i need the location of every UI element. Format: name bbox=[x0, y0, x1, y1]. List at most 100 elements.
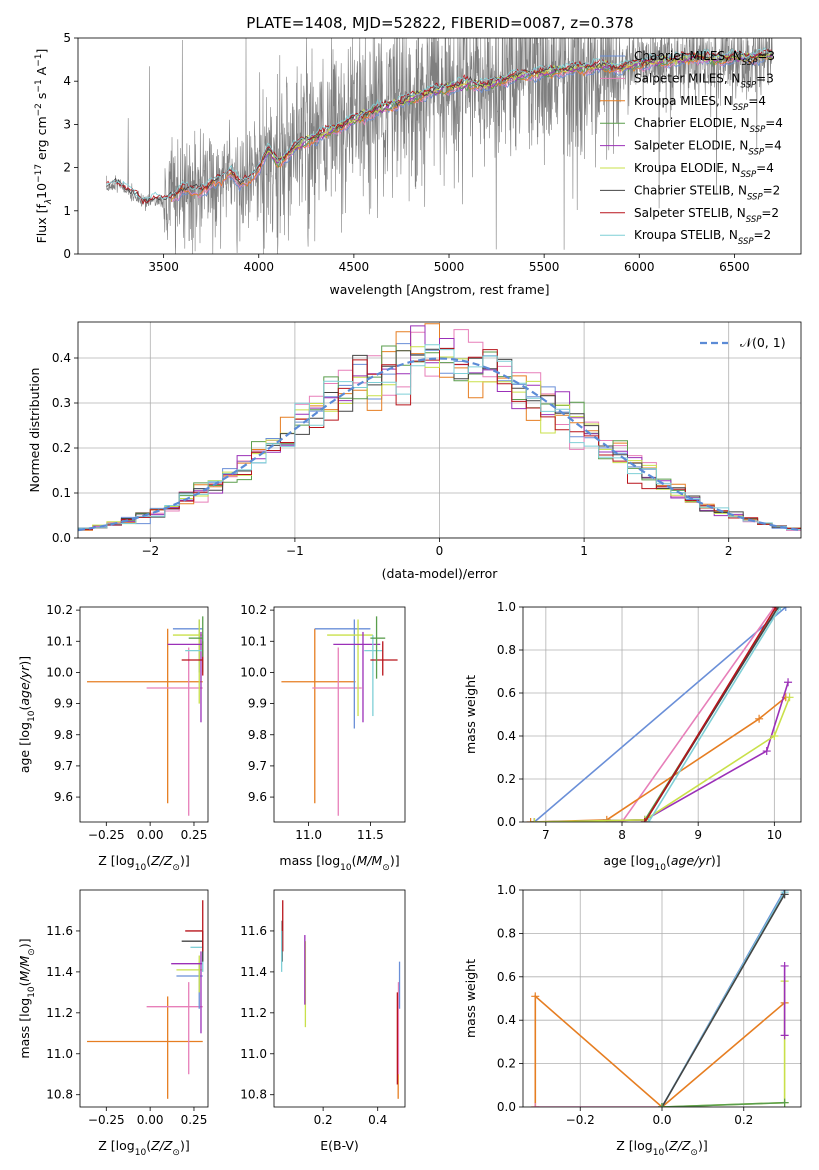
x-tick-label: 6000 bbox=[624, 260, 655, 274]
legend-sub: SSP bbox=[747, 192, 763, 202]
marker-kroupa_elodie bbox=[530, 818, 539, 822]
hist-kroupa_elodie bbox=[78, 346, 801, 530]
x-tick-label: −2 bbox=[141, 544, 159, 558]
legend-entry: Salpeter MILES, NSSP=3 bbox=[634, 71, 774, 90]
y-tick-label: 0.4 bbox=[497, 729, 516, 743]
legend-sub: SSP bbox=[741, 170, 757, 180]
panel-age_vs_Z: −0.25 0.00 0.25 9.6 9.7 9.8 9.9 10.0 10.1 10.2 Z [… bbox=[17, 603, 209, 873]
y-tick-label: 0.4 bbox=[497, 1013, 516, 1027]
label-part: ⊙ bbox=[382, 863, 390, 873]
legend-entry: Kroupa ELODIE, NSSP=4 bbox=[634, 161, 774, 180]
figure-title: PLATE=1408, MJD=52822, FIBERID=0087, z=0… bbox=[246, 14, 633, 32]
label-part: 10 bbox=[27, 986, 37, 998]
legend-text: =4 bbox=[756, 161, 774, 175]
marker-salpeter_elodie bbox=[780, 961, 789, 970]
legend-entry: Chabrier ELODIE, NSSP=4 bbox=[634, 116, 783, 135]
label-part: wavelength [Angstrom, rest frame] bbox=[329, 282, 549, 297]
y-tick-label: 9.8 bbox=[248, 728, 267, 742]
axes-frame bbox=[79, 606, 209, 823]
label-part: age [log bbox=[17, 722, 32, 773]
x-tick-label: 11.0 bbox=[295, 828, 322, 842]
label-part: λ bbox=[44, 199, 54, 205]
legend-text: Kroupa STELIB, N bbox=[634, 228, 738, 242]
legend-text: =2 bbox=[754, 228, 772, 242]
label-part: ⊙ bbox=[172, 863, 180, 873]
x-tick-label: 0.25 bbox=[181, 1113, 208, 1127]
y-tick-label: 10.2 bbox=[240, 603, 267, 617]
label-part: )] bbox=[698, 1138, 708, 1153]
marker-kroupa_stelib bbox=[644, 818, 653, 822]
x-tick-label: 0.00 bbox=[137, 828, 164, 842]
label-part: age [log bbox=[603, 853, 654, 868]
legend-text: Salpeter ELODIE, N bbox=[634, 139, 748, 153]
legend-sub: SSP bbox=[741, 80, 757, 90]
label-part: 10 bbox=[34, 183, 49, 199]
label-part: ( bbox=[146, 853, 151, 868]
x-axis-label: Z [log10(Z/Z⊙)] bbox=[98, 853, 189, 873]
x-tick-label: 11.5 bbox=[357, 828, 384, 842]
line-salpeter_miles bbox=[621, 607, 775, 822]
label-part: mass [log bbox=[279, 853, 340, 868]
x-axis-label: (data-model)/error bbox=[382, 566, 499, 581]
label-part: ( bbox=[17, 706, 32, 711]
x-tick-label: 6500 bbox=[719, 260, 750, 274]
y-tick-label: 2 bbox=[63, 161, 71, 175]
label-part: A bbox=[34, 66, 49, 79]
label-part: −1 bbox=[34, 54, 44, 67]
y-tick-label: 4 bbox=[63, 74, 71, 88]
marker-chabrier_elodie bbox=[780, 1098, 789, 1107]
marker-salpeter_elodie bbox=[784, 678, 793, 687]
label-part: 10 bbox=[135, 863, 147, 873]
label-part: Z [log bbox=[616, 1138, 652, 1153]
y-tick-label: 9.8 bbox=[54, 728, 73, 742]
x-tick-label: 10 bbox=[767, 828, 782, 842]
line-kroupa_miles bbox=[534, 994, 786, 1107]
label-part: )] bbox=[180, 1138, 190, 1153]
y-tick-label: 11.0 bbox=[46, 1047, 73, 1061]
y-tick-label: 9.6 bbox=[248, 790, 267, 804]
legend-entry: Chabrier STELIB, NSSP=2 bbox=[634, 183, 780, 202]
x-tick-label: 5000 bbox=[434, 260, 465, 274]
normal-curve bbox=[78, 357, 801, 532]
legend-text: Chabrier ELODIE, N bbox=[634, 116, 750, 130]
label-part: Z/Z bbox=[150, 1138, 173, 1153]
legend: 𝒩(0, 1) bbox=[700, 335, 786, 350]
y-tick-label: 0.2 bbox=[497, 772, 516, 786]
line-kroupa_stelib bbox=[648, 607, 782, 822]
plot-area bbox=[523, 607, 801, 822]
model-kroupa_stelib bbox=[106, 47, 772, 200]
axes-frame bbox=[77, 321, 802, 539]
y-tick-label: 0.4 bbox=[52, 351, 71, 365]
y-tick-label: 11.6 bbox=[46, 924, 73, 938]
x-tick-label: 7 bbox=[542, 828, 550, 842]
marker-chabrier_elodie bbox=[658, 1103, 666, 1107]
x-tick-label: 4000 bbox=[243, 260, 274, 274]
y-tick-label: 11.2 bbox=[240, 1006, 267, 1020]
y-axis-label: mass weight bbox=[463, 959, 478, 1038]
y-tick-label: 0.0 bbox=[497, 815, 516, 829]
y-tick-label: 10.1 bbox=[240, 634, 267, 648]
y-tick-label: 9.6 bbox=[54, 790, 73, 804]
label-part: )] bbox=[390, 853, 400, 868]
label-part: Z/Z bbox=[668, 1138, 691, 1153]
panel-spectrum: 3500 4000 4500 5000 5500 6000 6500 0 1 2 3 4 5 wavele… bbox=[34, 31, 802, 297]
label-part: ⊙ bbox=[690, 1148, 698, 1158]
label-part: ⊙ bbox=[172, 1148, 180, 1158]
model-salpeter_elodie bbox=[258, 52, 772, 167]
y-tick-label: 9.7 bbox=[54, 759, 73, 773]
marker-salpeter_miles bbox=[618, 818, 627, 822]
marker-salpeter_elodie bbox=[762, 747, 771, 756]
label-part: ⊙ bbox=[27, 948, 37, 956]
label-part: Normed distribution bbox=[27, 368, 42, 493]
x-tick-label: 0 bbox=[436, 544, 444, 558]
label-part: 10 bbox=[27, 710, 37, 722]
x-axis-label: wavelength [Angstrom, rest frame] bbox=[329, 282, 549, 297]
y-tick-label: 10.8 bbox=[240, 1088, 267, 1102]
y-tick-label: 0.0 bbox=[497, 1100, 516, 1114]
y-tick-label: 0.3 bbox=[52, 396, 71, 410]
marker-chabrier_miles bbox=[781, 607, 790, 611]
label-part: )] bbox=[17, 656, 32, 666]
marker-chabrier_stelib bbox=[780, 890, 789, 899]
